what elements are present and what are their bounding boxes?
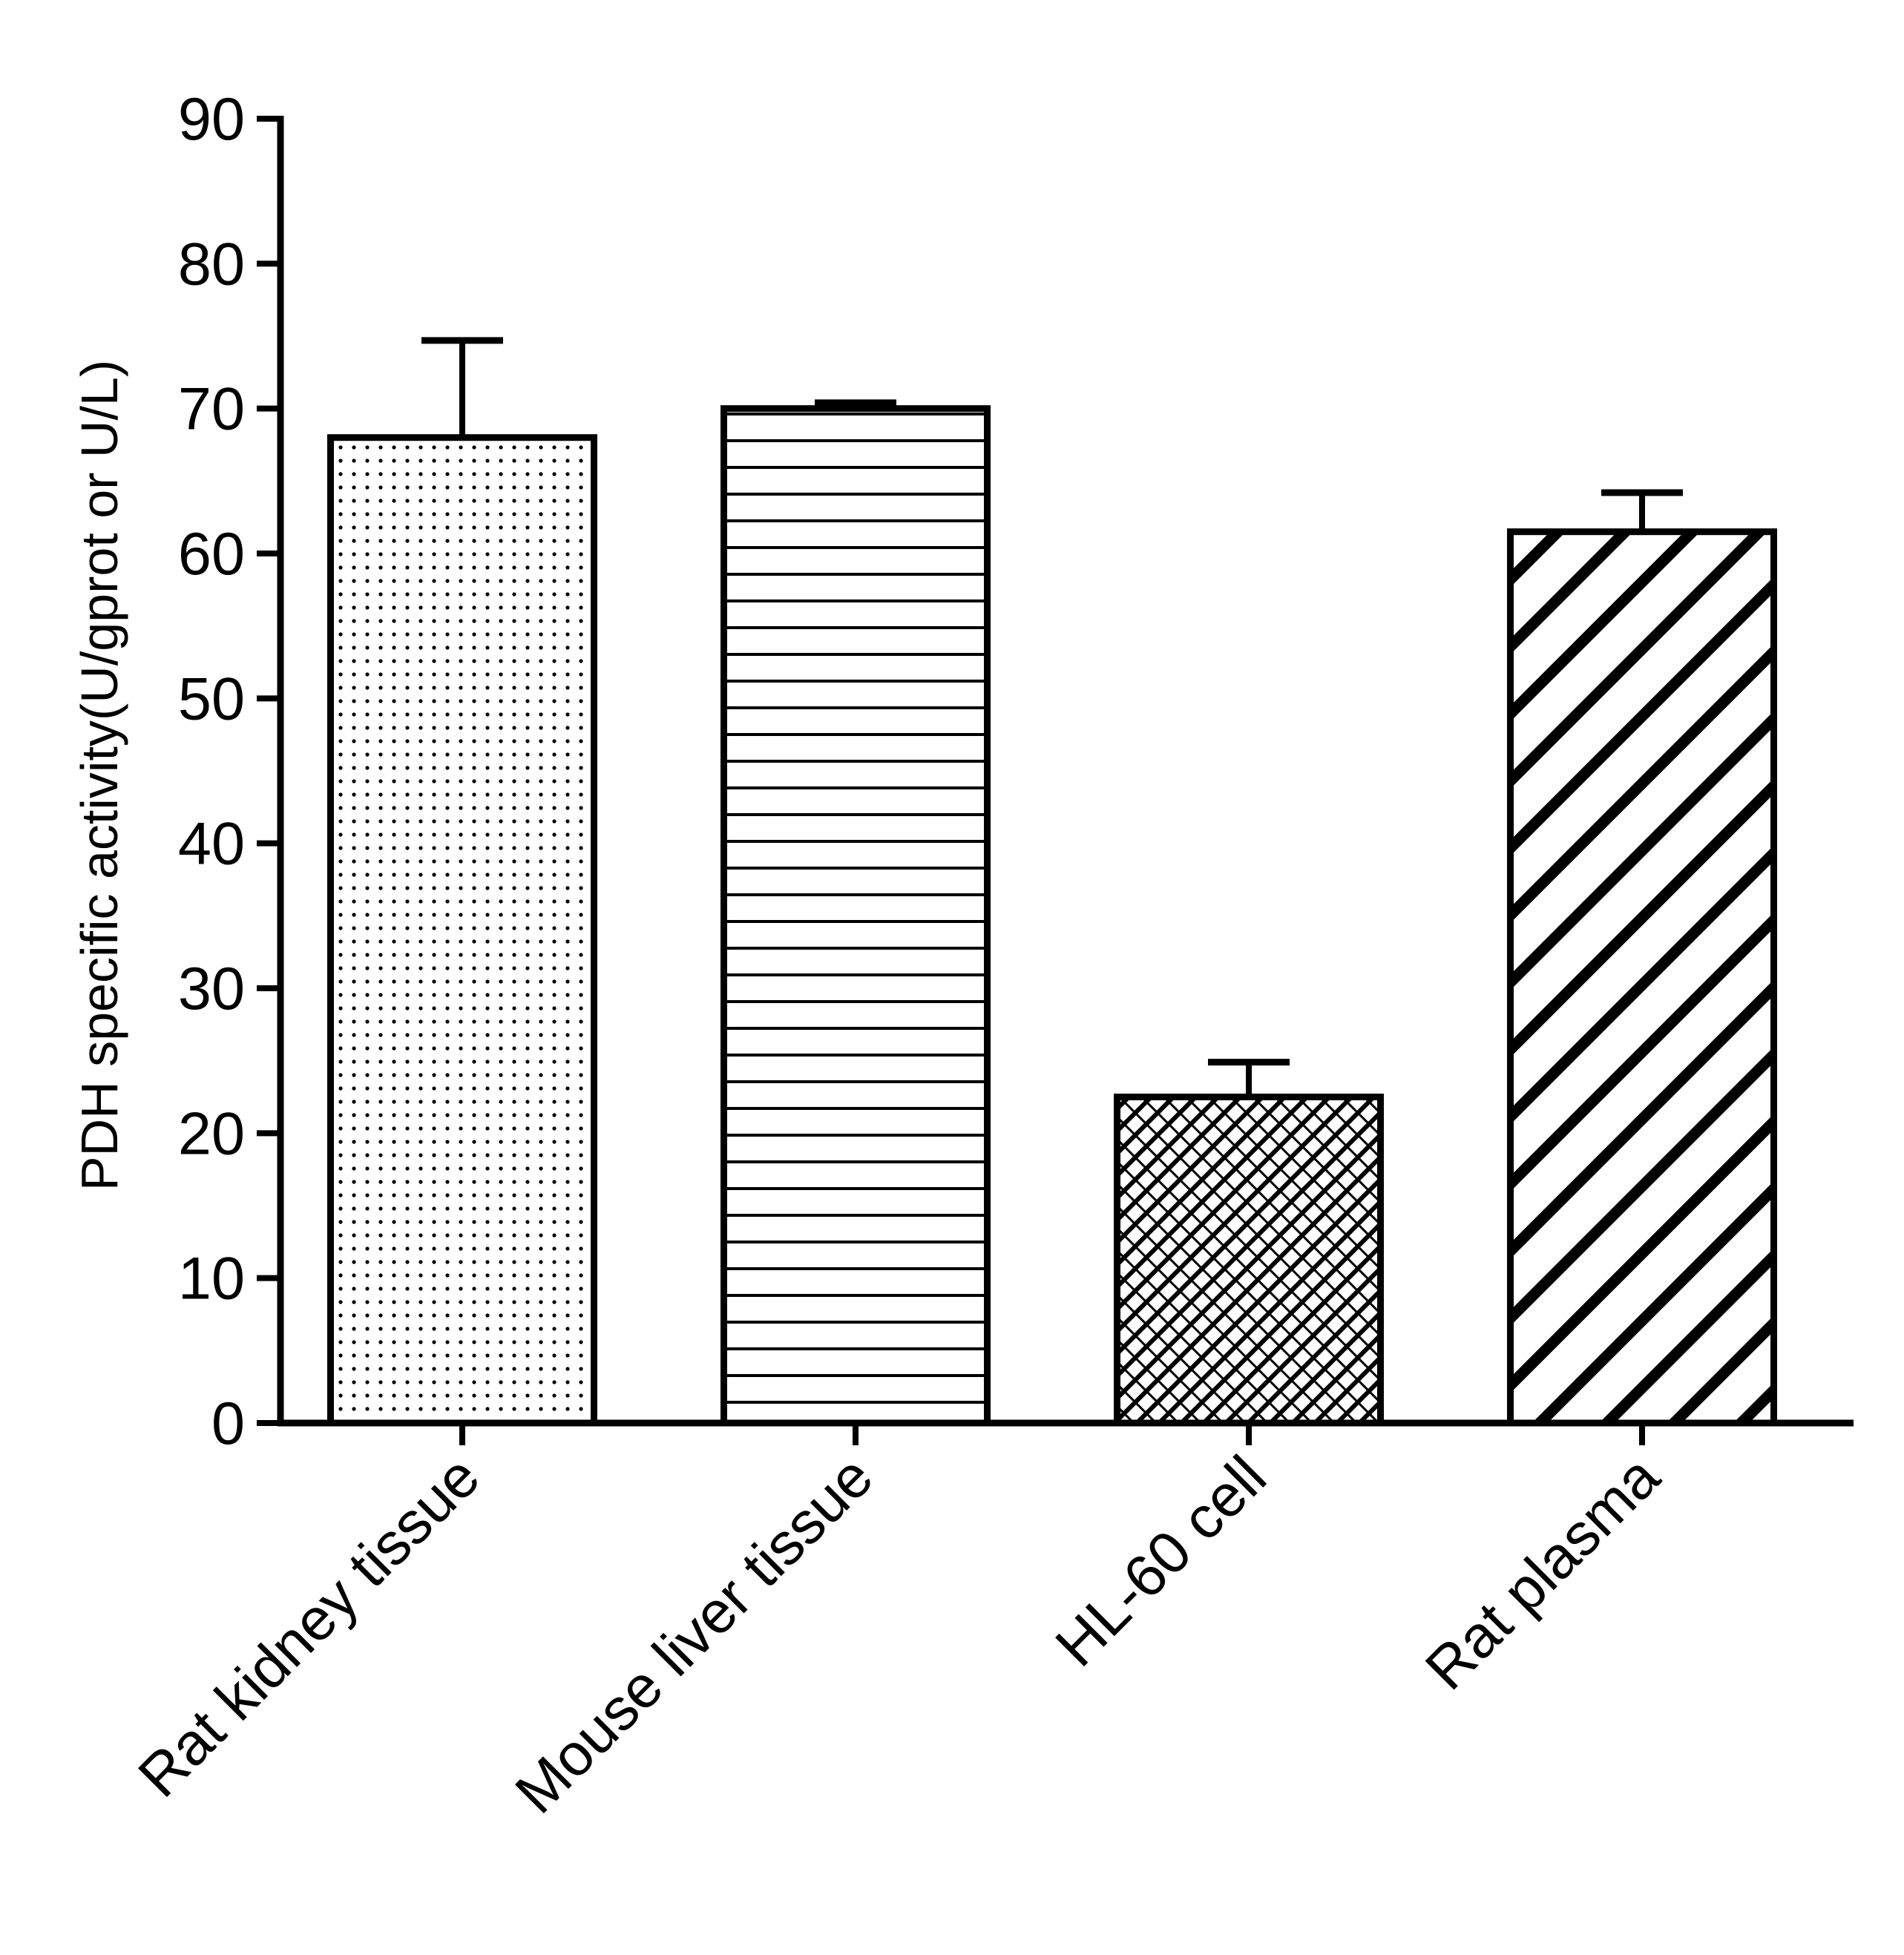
y-tick-label: 90 <box>178 86 245 153</box>
bar <box>1507 528 1777 1427</box>
axes-layer <box>257 116 1854 1445</box>
y-tick-label: 20 <box>178 1100 245 1167</box>
bar <box>720 405 991 1427</box>
y-axis-title: PDH specific activity(U/gprot or U/L) <box>70 360 128 1191</box>
y-tick-label: 40 <box>178 811 245 878</box>
x-tick-label: Rat kidney tissue <box>125 1443 492 1810</box>
y-tick-label: 0 <box>211 1390 245 1457</box>
y-tick-label: 10 <box>178 1246 245 1312</box>
bar <box>327 434 597 1427</box>
bar <box>1114 1094 1384 1427</box>
y-tick-label: 30 <box>178 956 245 1022</box>
x-tick-label: Mouse liver tissue <box>502 1443 885 1826</box>
bars-layer <box>327 337 1777 1427</box>
y-tick-label: 80 <box>178 231 245 298</box>
x-tick-label: Rat plasma <box>1413 1443 1672 1702</box>
y-tick-label: 50 <box>178 666 245 732</box>
y-tick-label: 70 <box>178 376 245 443</box>
y-tick-label: 60 <box>178 521 245 588</box>
x-tick-label: HL-60 cell <box>1043 1443 1278 1679</box>
